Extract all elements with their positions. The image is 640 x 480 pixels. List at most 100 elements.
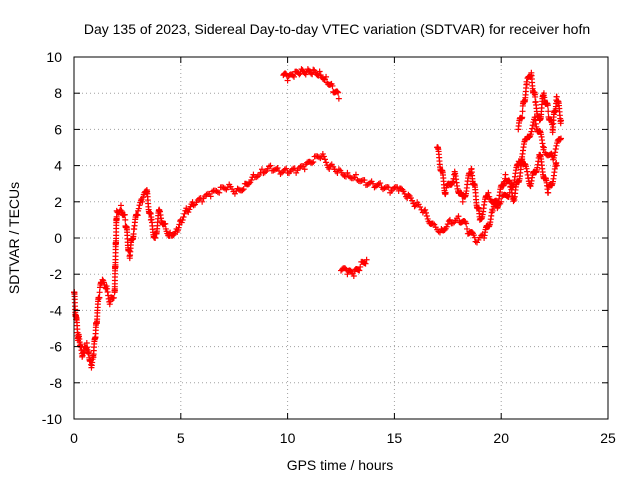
grid-lines [74,57,608,419]
data-point [239,187,246,194]
data-point [321,156,328,163]
data-point [356,267,363,274]
data-point [221,185,228,192]
data-point [113,213,120,220]
data-point [505,193,512,200]
data-point [361,177,368,184]
data-point [207,193,214,200]
data-point [442,189,449,196]
data-point [529,125,536,132]
y-tick-label: -8 [50,375,63,391]
data-point [523,81,530,88]
data-point [422,206,429,213]
data-point [147,210,154,217]
data-point [544,102,551,109]
data-point [448,181,455,188]
data-point [283,165,290,172]
y-tick-label: -6 [50,339,63,355]
data-point [519,114,526,121]
data-point [502,171,509,178]
data-point [377,180,384,187]
data-point [281,166,288,173]
data-point [552,149,559,156]
data-point [423,213,430,220]
data-point [301,166,308,173]
data-point [261,169,268,176]
x-tick-labels: 0 5 10 15 20 25 [70,430,616,446]
y-tick-label: 2 [54,194,62,210]
data-point [185,209,192,216]
data-point [552,146,559,152]
y-tick-label: -10 [42,411,62,427]
data-point [323,73,330,80]
data-point [443,223,450,230]
data-point [315,154,322,161]
data-point [381,185,388,192]
data-point [335,89,342,96]
data-point [329,82,336,89]
x-axis-label: GPS time / hours [287,457,394,473]
data-point [186,206,193,213]
y-tick-label: 6 [54,121,62,137]
data-point [362,260,369,267]
data-point [96,294,103,301]
data-point [122,216,129,223]
data-point [385,184,392,191]
data-point [135,205,142,212]
data-point [411,203,418,210]
data-point [117,206,124,213]
data-point [136,202,143,209]
data-point [485,189,492,196]
data-point [85,349,92,356]
data-point [405,191,412,198]
data-point [449,178,456,185]
data-point [463,220,470,227]
x-tick-label: 10 [280,430,296,446]
data-point [296,71,303,78]
data-point [309,160,316,167]
data-point [464,225,471,232]
x-tick-label: 5 [177,430,185,446]
data-point [545,108,552,115]
data-point [441,227,448,234]
data-point [558,135,565,142]
data-point [357,263,364,270]
data-point [216,189,223,196]
data-point [199,198,206,205]
y-tick-label: 10 [46,49,62,65]
data-point [117,202,124,209]
data-point [130,231,137,238]
data-point [320,153,327,160]
data-point [363,256,370,263]
y-tick-labels: -10 -8 -6 -4 -2 0 2 4 6 8 10 [42,49,62,427]
data-point [162,220,169,227]
data-point [557,136,564,143]
data-point [107,298,114,305]
data-point [110,294,117,301]
data-point [179,217,186,224]
data-point [310,158,317,165]
data-point [258,166,265,173]
data-point [551,152,558,159]
data-point [277,171,284,178]
chart-title: Day 135 of 2023, Sidereal Day-to-day VTE… [84,21,590,37]
data-point [183,205,190,212]
data-point [175,224,182,231]
data-point [394,184,401,191]
data-point [548,150,555,157]
data-point [489,207,496,214]
data-point [540,144,547,151]
data-point [267,162,274,169]
data-point [423,209,430,216]
data-point [407,195,414,202]
data-point [240,186,247,193]
y-axis-label: SDTVAR / TECUs [6,182,22,294]
data-point [139,198,146,205]
data-points [71,66,565,371]
data-point [323,159,330,166]
data-point [471,234,478,241]
data-point [358,177,365,184]
data-point [459,198,466,205]
data-point [316,68,323,75]
